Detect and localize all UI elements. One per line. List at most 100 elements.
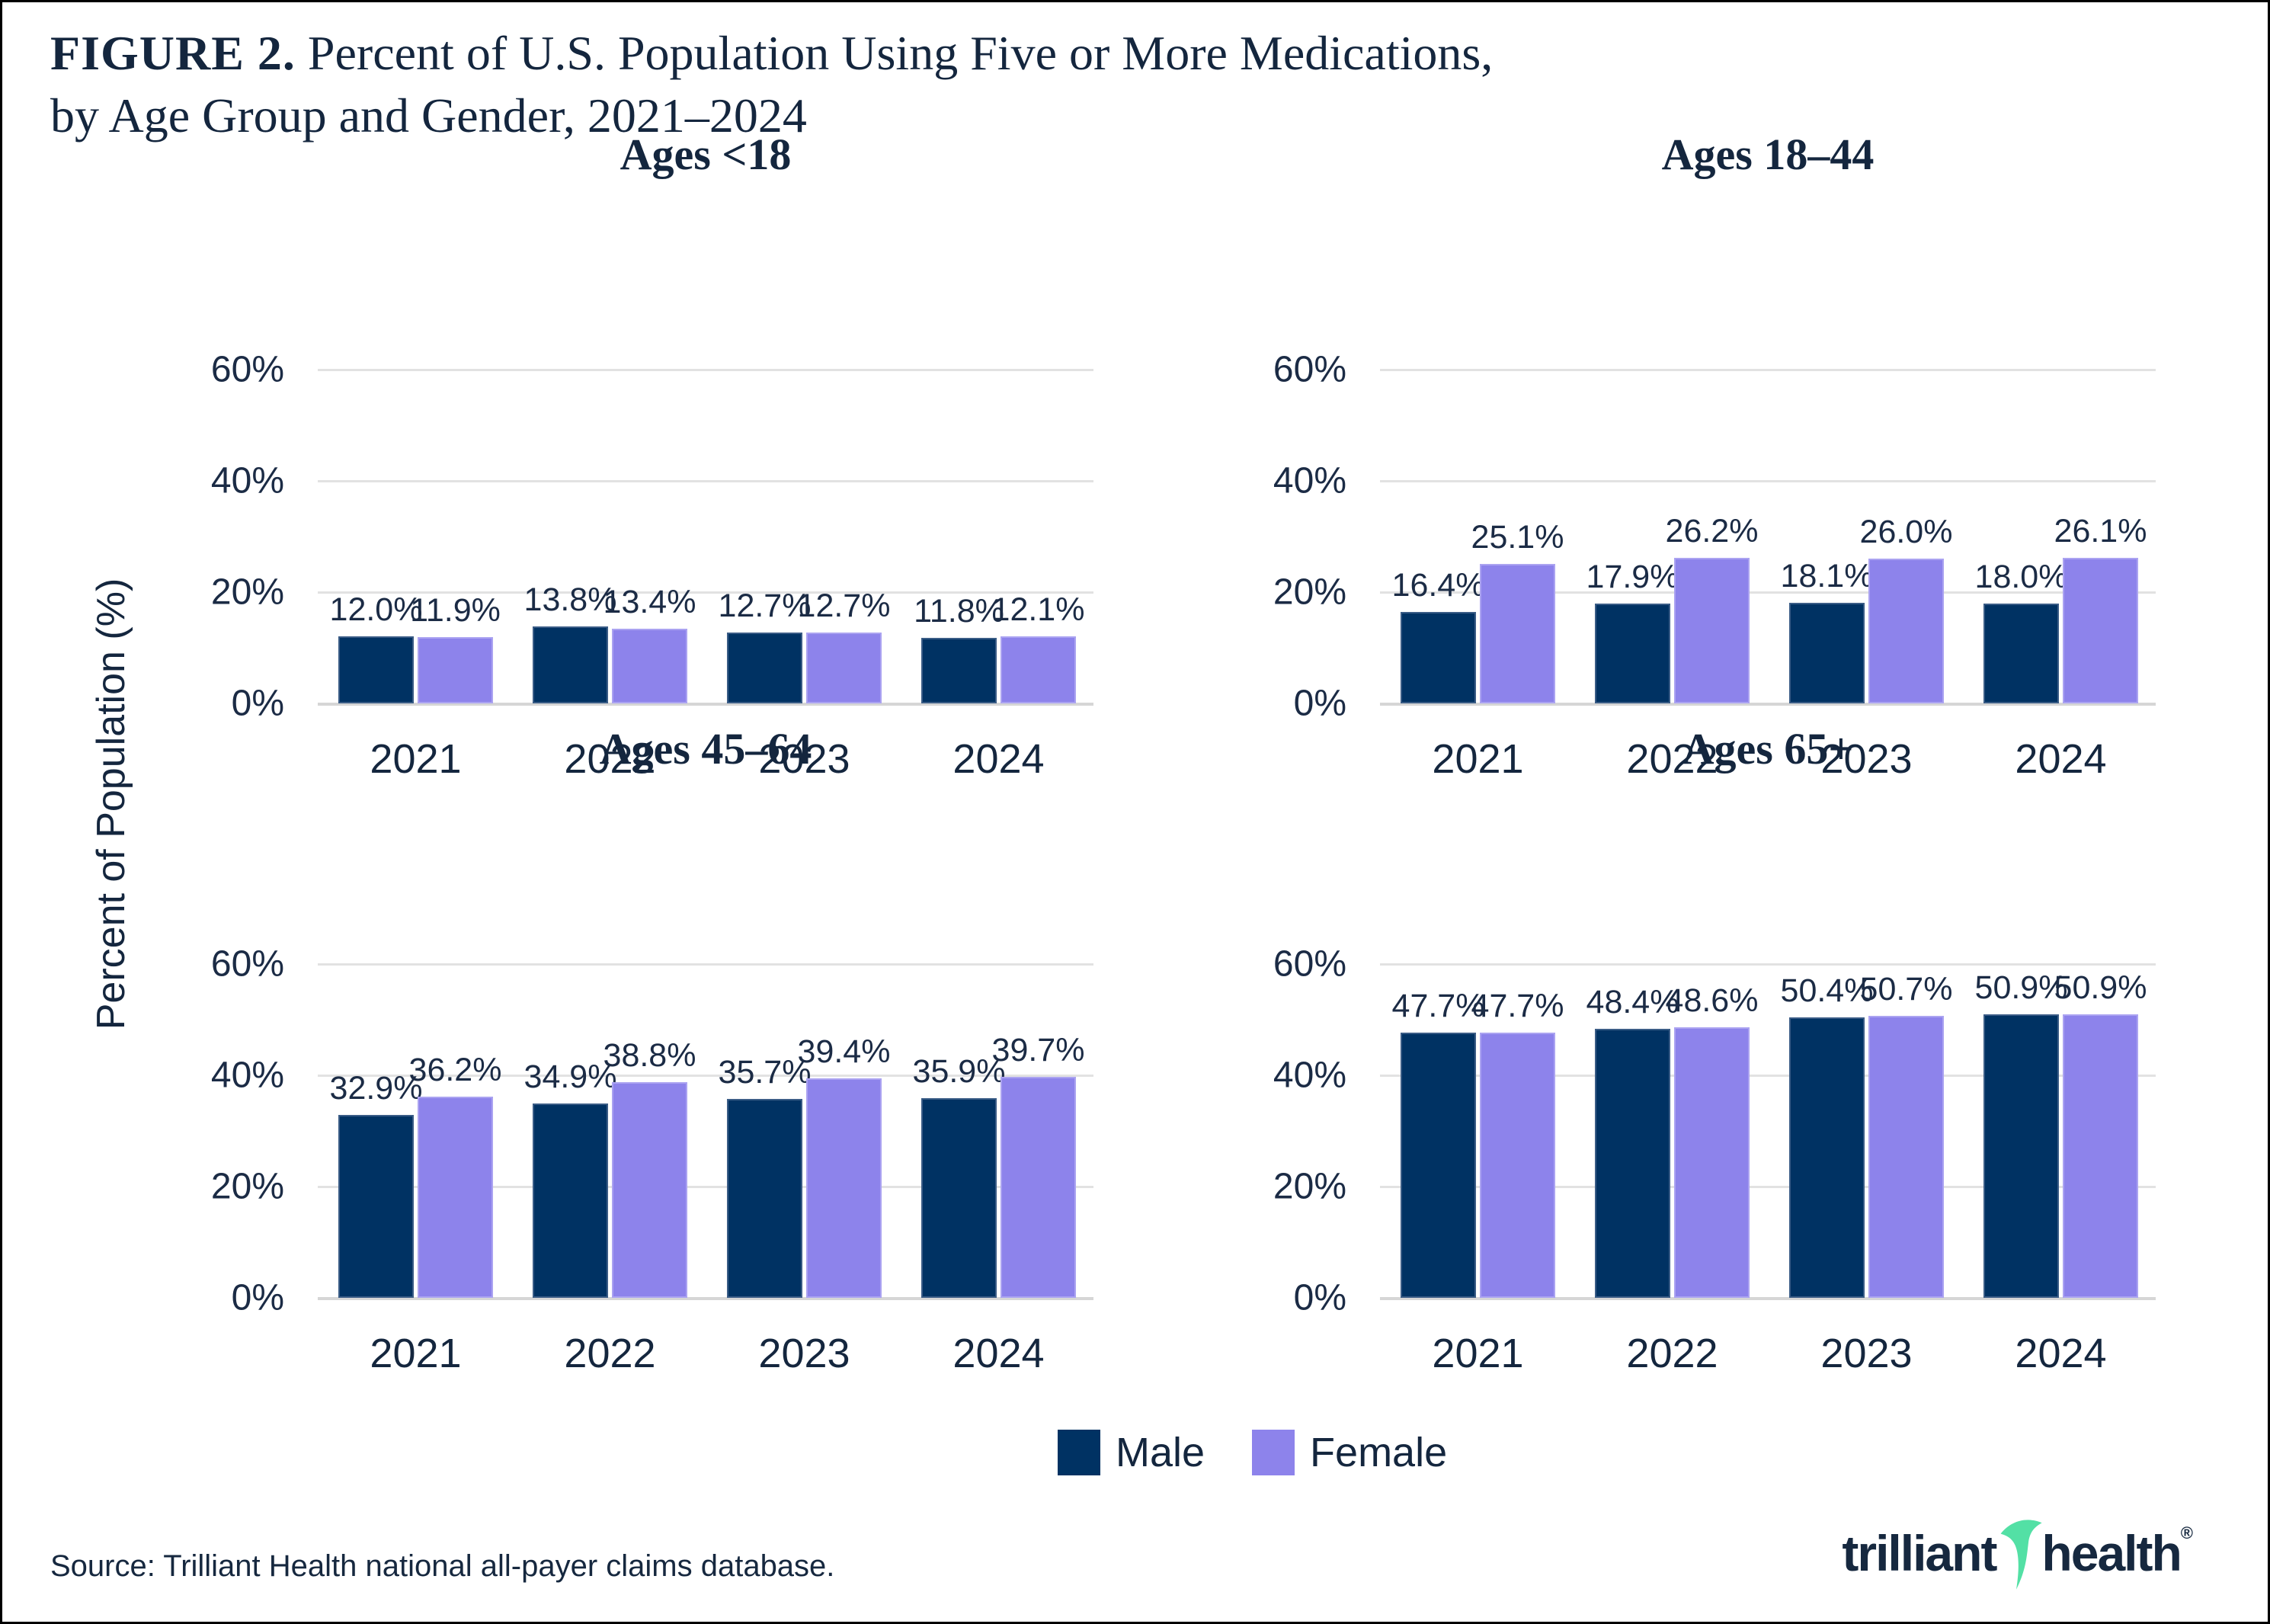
registered-trademark-symbol: ®: [2180, 1523, 2193, 1542]
female-bar-2021: [1480, 1032, 1555, 1298]
female-value-label-2021: 25.1%: [1471, 518, 1564, 556]
male-value-label-2023: 50.4%: [1780, 972, 1874, 1010]
female-value-label-2022: 48.6%: [1665, 982, 1759, 1020]
male-value-label-2022: 48.4%: [1586, 983, 1679, 1020]
legend: Male Female: [1058, 1429, 1447, 1476]
male-bar-2021: [338, 636, 414, 703]
y-tick-40: 40%: [210, 1055, 284, 1096]
female-bar-2024: [2063, 1014, 2138, 1298]
male-bar-2021: [1401, 612, 1476, 703]
gridline-60: [318, 963, 1093, 966]
y-tick-40: 40%: [1273, 460, 1346, 501]
panel-ages-under-18: Ages <18 12.0% 11.9% 13.8% 13.4% 12.7% 12.7% 1…: [178, 117, 1130, 802]
x-tick-2024: 2024: [2015, 736, 2107, 782]
panel-ages-18-44: Ages 18–44 16.4% 25.1% 17.9% 26.2% 18.1% 26.0…: [1240, 117, 2192, 802]
source-note: Source: Trilliant Health national all-pa…: [50, 1549, 835, 1583]
x-tick-2023: 2023: [1820, 736, 1913, 782]
female-bar-2021: [418, 1096, 493, 1298]
male-value-label-2024: 35.9%: [912, 1052, 1006, 1090]
female-value-label-2023: 12.7%: [797, 588, 891, 625]
y-axis-label: Percent of Population (%): [89, 578, 133, 1030]
x-tick-2024: 2024: [953, 1331, 1045, 1376]
female-bar-2022: [1674, 1027, 1750, 1298]
x-tick-2022: 2022: [564, 1331, 656, 1376]
female-value-label-2022: 13.4%: [603, 584, 696, 621]
female-value-label-2024: 50.9%: [2054, 969, 2147, 1007]
male-bar-2021: [1401, 1032, 1476, 1298]
female-value-label-2021: 11.9%: [410, 592, 501, 629]
gridline-60: [1380, 369, 2156, 371]
plot-area: 12.0% 11.9% 13.8% 13.4% 12.7% 12.7% 11.8% 12.1%: [318, 369, 1093, 706]
male-value-label-2023: 12.7%: [718, 588, 812, 625]
female-bar-2024: [2063, 558, 2138, 703]
female-value-label-2024: 12.1%: [991, 591, 1085, 628]
male-bar-2024: [1983, 1014, 2059, 1298]
female-value-label-2021: 47.7%: [1471, 987, 1564, 1024]
gridline-20: [318, 591, 1093, 594]
figure-title: FIGURE 2. Percent of U.S. Population Usi…: [50, 22, 2108, 147]
x-tick-2022: 2022: [1626, 1331, 1718, 1376]
x-tick-2023: 2023: [758, 1331, 850, 1376]
gridline-0: [318, 703, 1093, 706]
male-bar-2024: [1983, 603, 2059, 703]
female-value-label-2024: 39.7%: [991, 1032, 1085, 1069]
female-bar-2023: [806, 1078, 882, 1298]
female-bar-2023: [1868, 1015, 1944, 1298]
female-value-label-2022: 38.8%: [603, 1036, 696, 1074]
logo-word-trilliant: trilliant: [1842, 1525, 1997, 1581]
male-bar-2023: [1789, 1017, 1865, 1298]
gridline-60: [318, 369, 1093, 371]
female-bar-2022: [1674, 557, 1750, 703]
y-tick-60: 60%: [1273, 943, 1346, 985]
male-value-label-2021: 32.9%: [329, 1069, 423, 1107]
y-tick-0: 0%: [231, 1277, 284, 1318]
female-bar-2022: [612, 1081, 687, 1298]
male-bar-2024: [921, 637, 997, 703]
female-value-label-2024: 26.1%: [2054, 513, 2147, 550]
male-value-label-2021: 16.4%: [1391, 567, 1485, 604]
y-tick-20: 20%: [210, 572, 284, 613]
female-bar-2021: [418, 637, 493, 703]
x-tick-2022: 2022: [1626, 736, 1718, 782]
x-tick-2024: 2024: [953, 736, 1045, 782]
gridline-60: [1380, 963, 2156, 966]
y-tick-40: 40%: [210, 460, 284, 501]
male-value-label-2022: 17.9%: [1586, 559, 1679, 596]
y-tick-60: 60%: [210, 943, 284, 985]
male-bar-2021: [338, 1114, 414, 1298]
male-value-label-2023: 35.7%: [718, 1054, 812, 1091]
gridline-20: [1380, 591, 2156, 594]
panel-title: Ages 45–64: [599, 724, 812, 774]
male-bar-2022: [533, 1103, 608, 1298]
x-tick-2021: 2021: [370, 1331, 462, 1376]
female-bar-2023: [1868, 559, 1944, 703]
legend-item-male: Male: [1058, 1429, 1205, 1476]
gridline-40: [318, 480, 1093, 482]
male-value-label-2024: 11.8%: [914, 592, 1004, 629]
x-tick-2022: 2022: [564, 736, 656, 782]
gridline-0: [318, 1297, 1093, 1300]
logo-swoosh-icon: [2001, 1520, 2043, 1590]
gridline-40: [1380, 480, 2156, 482]
panel-title: Ages <18: [620, 130, 792, 179]
gridline-20: [1380, 1186, 2156, 1188]
male-value-label-2021: 12.0%: [329, 591, 423, 629]
x-tick-2023: 2023: [1820, 1331, 1913, 1376]
male-bar-2022: [533, 626, 608, 703]
gridline-40: [1380, 1075, 2156, 1077]
male-bar-2023: [727, 633, 802, 703]
figure-title-line2: by Age Group and Gender, 2021–2024: [50, 88, 807, 143]
figure-number-label: FIGURE 2.: [50, 26, 296, 80]
plot-area: 16.4% 25.1% 17.9% 26.2% 18.1% 26.0% 18.0% 26.1%: [1380, 369, 2156, 706]
female-value-label-2023: 26.0%: [1859, 514, 1953, 551]
female-bar-2024: [1001, 636, 1076, 703]
x-tick-2023: 2023: [758, 736, 850, 782]
female-swatch: [1252, 1430, 1295, 1475]
y-tick-60: 60%: [210, 349, 284, 390]
male-value-label-2024: 50.9%: [1974, 969, 2068, 1007]
gridline-20: [318, 1186, 1093, 1188]
female-value-label-2021: 36.2%: [408, 1051, 502, 1088]
female-value-label-2023: 50.7%: [1859, 970, 1953, 1007]
male-bar-2024: [921, 1097, 997, 1298]
